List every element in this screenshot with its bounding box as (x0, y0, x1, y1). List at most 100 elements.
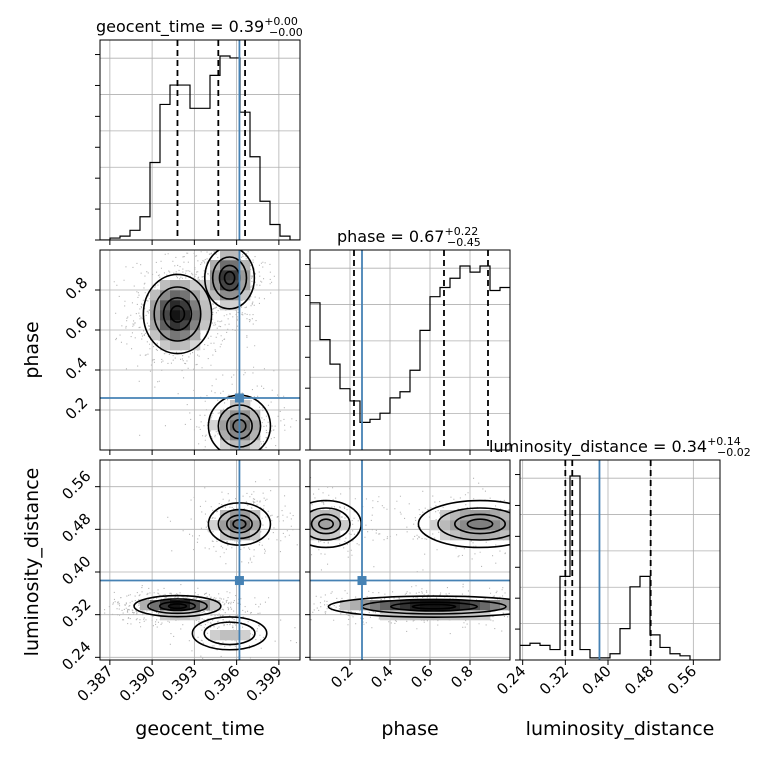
density-cell (320, 530, 331, 541)
density-cell (200, 310, 211, 321)
density-cell (190, 330, 201, 341)
contour-level (310, 507, 351, 541)
y-tick-label: 0.24 (58, 638, 94, 674)
density-cell (220, 630, 231, 641)
axes-frame-p10 (99, 249, 301, 451)
axes-frame-h0 (99, 39, 301, 241)
density-cell (460, 610, 471, 621)
contour-level (417, 499, 510, 549)
density-cell (220, 510, 231, 521)
density-cell (460, 600, 471, 611)
x-tick-label: 0.2 (327, 662, 357, 692)
panel-phase-vs-geocent-time: 0.2 0.4 0.6 0.8 phase (21, 249, 301, 455)
density-cell (160, 600, 171, 611)
title-phase: phase = 0.67+0.22 (337, 225, 478, 246)
density-cell (480, 530, 491, 541)
density-cell (330, 530, 341, 541)
contour-level (169, 305, 186, 323)
density-cell (220, 250, 231, 261)
density-cell (370, 600, 381, 611)
density-cell (460, 510, 471, 521)
contour-level (310, 513, 342, 535)
xlabel-geocent-time: geocent_time (135, 718, 264, 740)
contour-level (142, 273, 213, 355)
density-cell (150, 320, 161, 331)
density-cell (210, 600, 221, 611)
truth-marker (234, 576, 244, 586)
density-cell (410, 610, 421, 621)
density-cell (340, 520, 351, 531)
density-cell (230, 630, 241, 641)
density-cell (210, 630, 221, 641)
density-cell (150, 290, 161, 301)
density-cell (310, 520, 321, 531)
xlabel-phase: phase (381, 718, 438, 740)
density-cell (200, 600, 211, 611)
contour-level (466, 518, 494, 530)
y-tick-label: 0.40 (58, 552, 94, 588)
density-cell (350, 600, 361, 611)
truth-lines-p20 (100, 460, 300, 660)
density-cell (210, 270, 221, 281)
density-cell (390, 610, 401, 621)
density-cell (220, 300, 231, 311)
y-tick-label: 0.8 (62, 274, 92, 304)
density-cell (500, 510, 510, 521)
density-cell (200, 320, 211, 331)
density-cell (160, 610, 171, 621)
density-cell (250, 520, 261, 531)
histogram-geocent-time (100, 55, 300, 240)
density-cell (310, 510, 321, 521)
density-cell (450, 530, 461, 541)
density-cell (160, 320, 171, 331)
ticks-p20: 0.387 0.390 0.393 0.396 0.399 0.24 0.32 0.40 0.4… (58, 467, 285, 705)
x-tick-label: 0.56 (664, 662, 700, 698)
truth-marker (234, 393, 244, 403)
density-cell (210, 260, 221, 271)
x-tick-label: 0.396 (200, 662, 243, 705)
density-cell (400, 600, 411, 611)
density-cell (230, 420, 241, 431)
density-cell (170, 320, 181, 331)
panel-hist-geocent-time: geocent_time = 0.39+0.00 −0.00 (95, 15, 303, 245)
density-cell (230, 530, 241, 541)
panel-hist-phase: phase = 0.67+0.22 −0.45 (305, 225, 511, 455)
histogram-luminosity-distance (520, 475, 720, 660)
contour-level (162, 296, 193, 331)
density-cell (380, 610, 391, 621)
density-cell (180, 290, 191, 301)
density-cell (190, 310, 201, 321)
density-cell (440, 520, 451, 531)
density-cell (220, 520, 231, 531)
density-cell (190, 340, 201, 351)
x-tick-label: 0.387 (74, 662, 117, 705)
density-cell (470, 530, 481, 541)
density-cell (150, 310, 161, 321)
x-tick-label: 0.32 (536, 662, 572, 698)
contour-level (211, 256, 248, 300)
y-tick-label: 0.32 (58, 595, 94, 631)
y-tick-label: 0.4 (62, 354, 92, 384)
density-cell (330, 520, 341, 531)
density-cell (210, 420, 221, 431)
density-cell (230, 250, 241, 261)
density-cell (220, 280, 231, 291)
density-cell (310, 530, 321, 541)
histogram-step-geocent_time (100, 55, 300, 240)
contour-level (411, 603, 457, 610)
ylabel-luminosity-distance: luminosity_distance (21, 468, 43, 657)
density-cell (450, 610, 461, 621)
density-cell (480, 520, 491, 531)
density-cell (170, 330, 181, 341)
density-cell (500, 530, 510, 541)
density-cell (250, 530, 261, 541)
density-cell (240, 430, 251, 441)
density-cell (470, 520, 481, 531)
density-cell (150, 330, 161, 341)
density-cell (140, 600, 151, 611)
density-cell (450, 510, 461, 521)
density-cell (170, 310, 181, 321)
truth-lines-p10 (100, 250, 300, 450)
y-tick-label: 0.2 (62, 394, 92, 424)
